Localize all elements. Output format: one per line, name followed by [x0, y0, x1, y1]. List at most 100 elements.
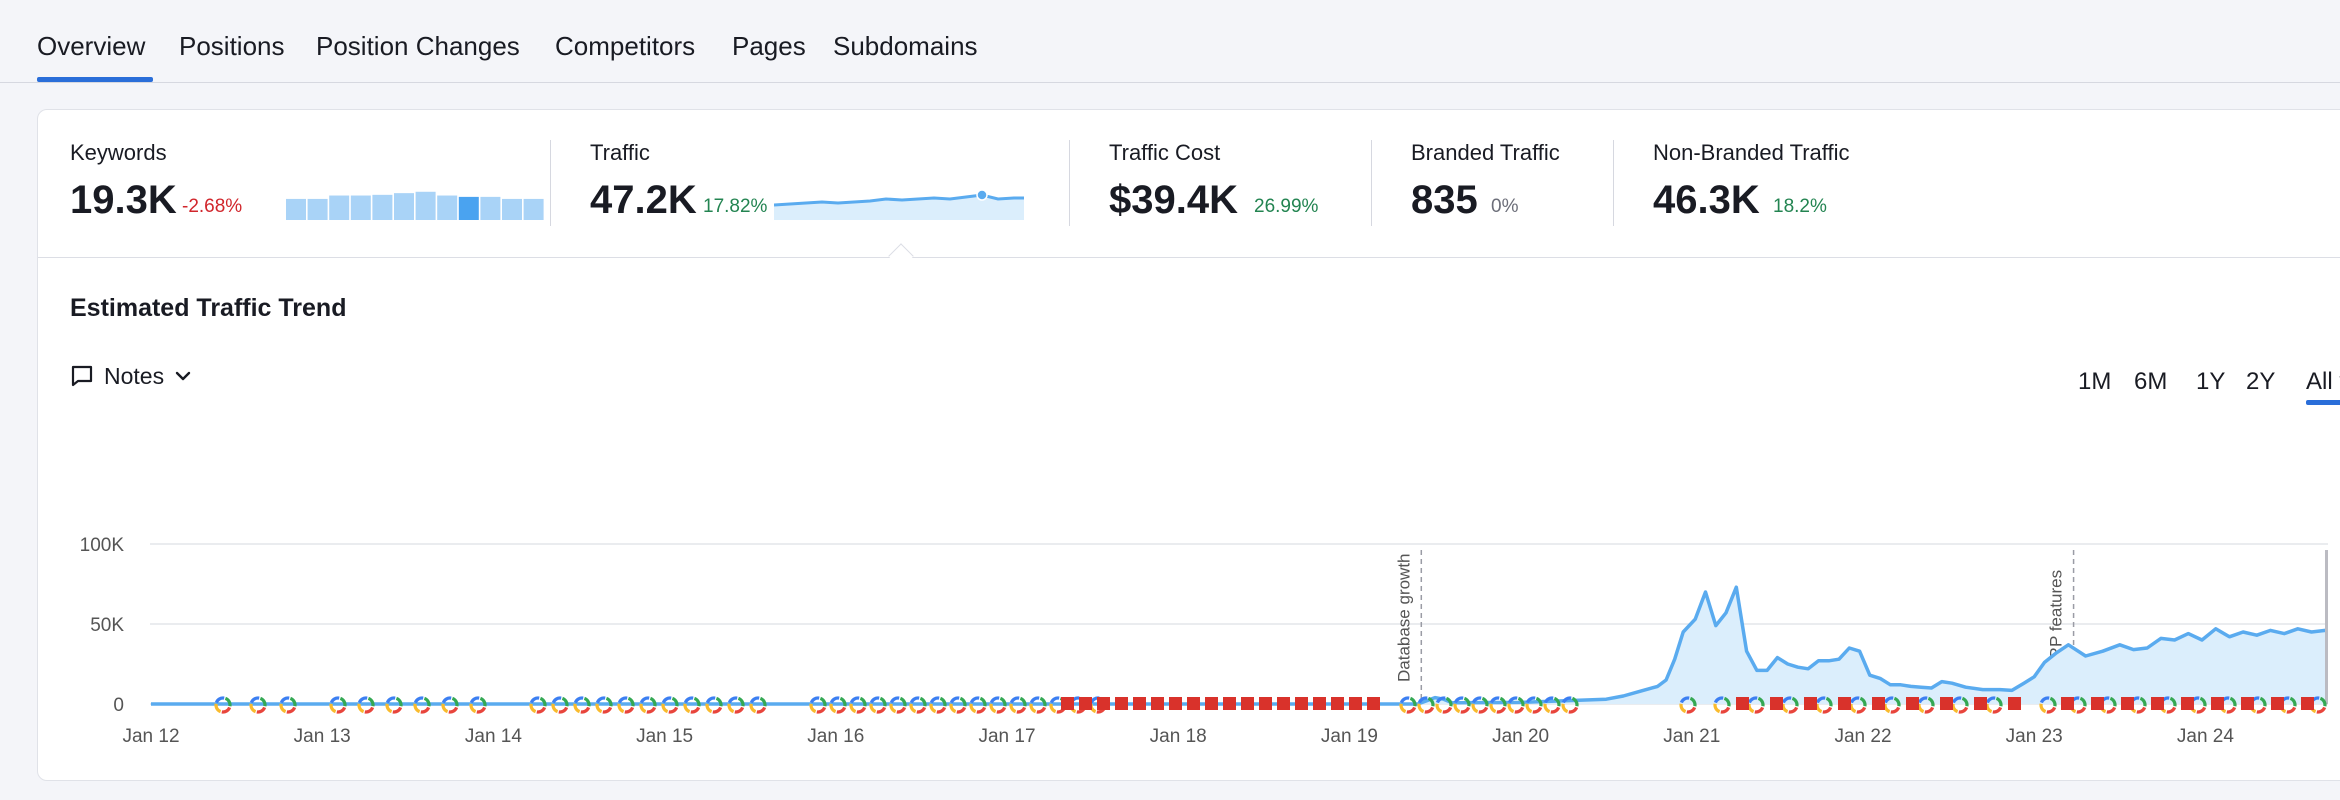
x-tick-label: Jan 21 [1663, 726, 1720, 747]
flag-icon [1367, 697, 1380, 710]
google-update-icon [573, 696, 591, 714]
keywords-bar [307, 198, 328, 220]
flag-icon [1770, 697, 1783, 710]
comment-icon [71, 365, 93, 387]
tab-subdomains[interactable]: Subdomains [833, 31, 978, 61]
metric-label: Keywords [70, 140, 167, 165]
x-tick-label: Jan 20 [1492, 726, 1549, 747]
x-tick-label: Jan 19 [1321, 726, 1378, 747]
notes-dropdown[interactable]: Notes [70, 360, 192, 392]
flag-icon [1133, 697, 1146, 710]
flag-icon [1115, 697, 1128, 710]
x-tick-label: Jan 14 [465, 726, 522, 747]
google-update-icon [869, 696, 887, 714]
tab-position-changes[interactable]: Position Changes [316, 31, 520, 61]
flag-icon [1736, 697, 1749, 710]
x-tick-label: Jan 22 [1834, 726, 1891, 747]
flag-icon [1259, 697, 1272, 710]
flag-icon [1974, 697, 1987, 710]
keywords-bar [394, 193, 414, 220]
google-update-icon [829, 696, 847, 714]
flag-icon [1061, 697, 1074, 710]
range-all-time[interactable]: All t [2306, 368, 2340, 395]
range-1m[interactable]: 1M [2078, 368, 2112, 395]
metric-traffic-cost[interactable]: Traffic Cost $39.4K 26.99% [1109, 140, 1318, 222]
google-update-icon [1543, 696, 1561, 714]
x-tick-label: Jan 17 [978, 726, 1035, 747]
google-update-icon [595, 696, 613, 714]
active-tab-indicator [37, 77, 153, 82]
google-update-icon [385, 696, 403, 714]
metric-label: Branded Traffic [1411, 140, 1560, 165]
metric-divider [1613, 140, 1614, 226]
metric-non-branded-traffic[interactable]: Non-Branded Traffic 46.3K 18.2% [1653, 140, 1850, 222]
flag-icon [2181, 697, 2194, 710]
tab-competitors[interactable]: Competitors [555, 31, 696, 61]
google-update-icon [661, 696, 679, 714]
flag-icon [1940, 697, 1953, 710]
flag-icon [2061, 697, 2074, 710]
x-tick-label: Jan 12 [122, 726, 179, 747]
traffic-area [151, 587, 2328, 704]
keywords-bar [523, 198, 544, 220]
metric-value: 47.2K [590, 178, 697, 222]
hover-band [2325, 550, 2328, 704]
google-update-icon [849, 696, 867, 714]
x-tick-label: Jan 23 [2006, 726, 2063, 747]
keywords-bar [480, 196, 501, 220]
google-update-icon [1009, 696, 1027, 714]
traffic-sparkline [774, 189, 1024, 220]
metric-value: 19.3K [70, 178, 177, 222]
google-update-icon [1951, 696, 1969, 714]
tab-pages[interactable]: Pages [732, 31, 806, 61]
x-tick-label: Jan 24 [2177, 726, 2234, 747]
google-update-icon [929, 696, 947, 714]
flag-icon [1151, 697, 1164, 710]
flag-icon [2091, 697, 2104, 710]
tab-positions[interactable]: Positions [179, 31, 285, 61]
metric-label: Non-Branded Traffic [1653, 140, 1850, 165]
keywords-bar [437, 195, 458, 220]
keywords-bar [502, 198, 522, 220]
google-update-icon [1417, 696, 1435, 714]
google-update-icon [2039, 696, 2057, 714]
metric-branded-traffic[interactable]: Branded Traffic 835 0% [1411, 140, 1560, 222]
y-tick-label: 100K [80, 535, 125, 556]
report-tabs: Overview Positions Position Changes Comp… [0, 0, 2340, 83]
range-1y[interactable]: 1Y [2196, 368, 2226, 395]
metric-change: -2.68% [182, 196, 243, 217]
google-update-icon [214, 696, 232, 714]
flag-icon [1906, 697, 1919, 710]
x-tick-label: Jan 13 [294, 726, 351, 747]
flag-icon [1169, 697, 1182, 710]
metric-divider [1371, 140, 1372, 226]
flag-icon [1277, 697, 1290, 710]
metric-change: 17.82% [703, 196, 768, 217]
google-update-icon [949, 696, 967, 714]
flag-icon [1313, 697, 1326, 710]
metric-change: 18.2% [1773, 196, 1827, 217]
metric-value: 835 [1411, 178, 1478, 222]
metric-divider [550, 140, 551, 226]
metric-keywords[interactable]: Keywords 19.3K -2.68% [70, 140, 544, 222]
flag-icon [1097, 697, 1110, 710]
flag-icon [2301, 697, 2314, 710]
flag-icon [1349, 697, 1362, 710]
google-update-icon [889, 696, 907, 714]
metric-traffic[interactable]: Traffic 47.2K 17.82% [590, 140, 1024, 222]
range-6m[interactable]: 6M [2134, 368, 2168, 395]
google-update-icon [1489, 696, 1507, 714]
range-2y[interactable]: 2Y [2246, 368, 2276, 395]
google-update-icon [357, 696, 375, 714]
google-update-icon [1815, 696, 1833, 714]
google-update-icon [1883, 696, 1901, 714]
google-update-icon [1453, 696, 1471, 714]
google-update-icon [329, 696, 347, 714]
tab-overview[interactable]: Overview [37, 31, 146, 61]
flag-icon [2121, 697, 2134, 710]
traffic-line [151, 585, 2328, 706]
x-tick-label: Jan 15 [636, 726, 693, 747]
google-update-icon [683, 696, 701, 714]
google-update-icon [249, 696, 267, 714]
